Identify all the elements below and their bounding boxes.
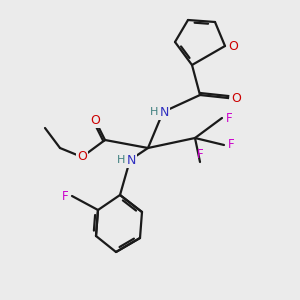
Text: F: F [226, 112, 232, 124]
Text: F: F [197, 148, 203, 160]
Text: H: H [117, 155, 125, 165]
Text: F: F [228, 139, 234, 152]
Text: O: O [228, 40, 238, 52]
Text: N: N [159, 106, 169, 118]
Text: F: F [62, 190, 68, 202]
Text: O: O [77, 151, 87, 164]
Text: O: O [231, 92, 241, 104]
Text: O: O [90, 113, 100, 127]
Text: N: N [126, 154, 136, 166]
Text: H: H [150, 107, 158, 117]
